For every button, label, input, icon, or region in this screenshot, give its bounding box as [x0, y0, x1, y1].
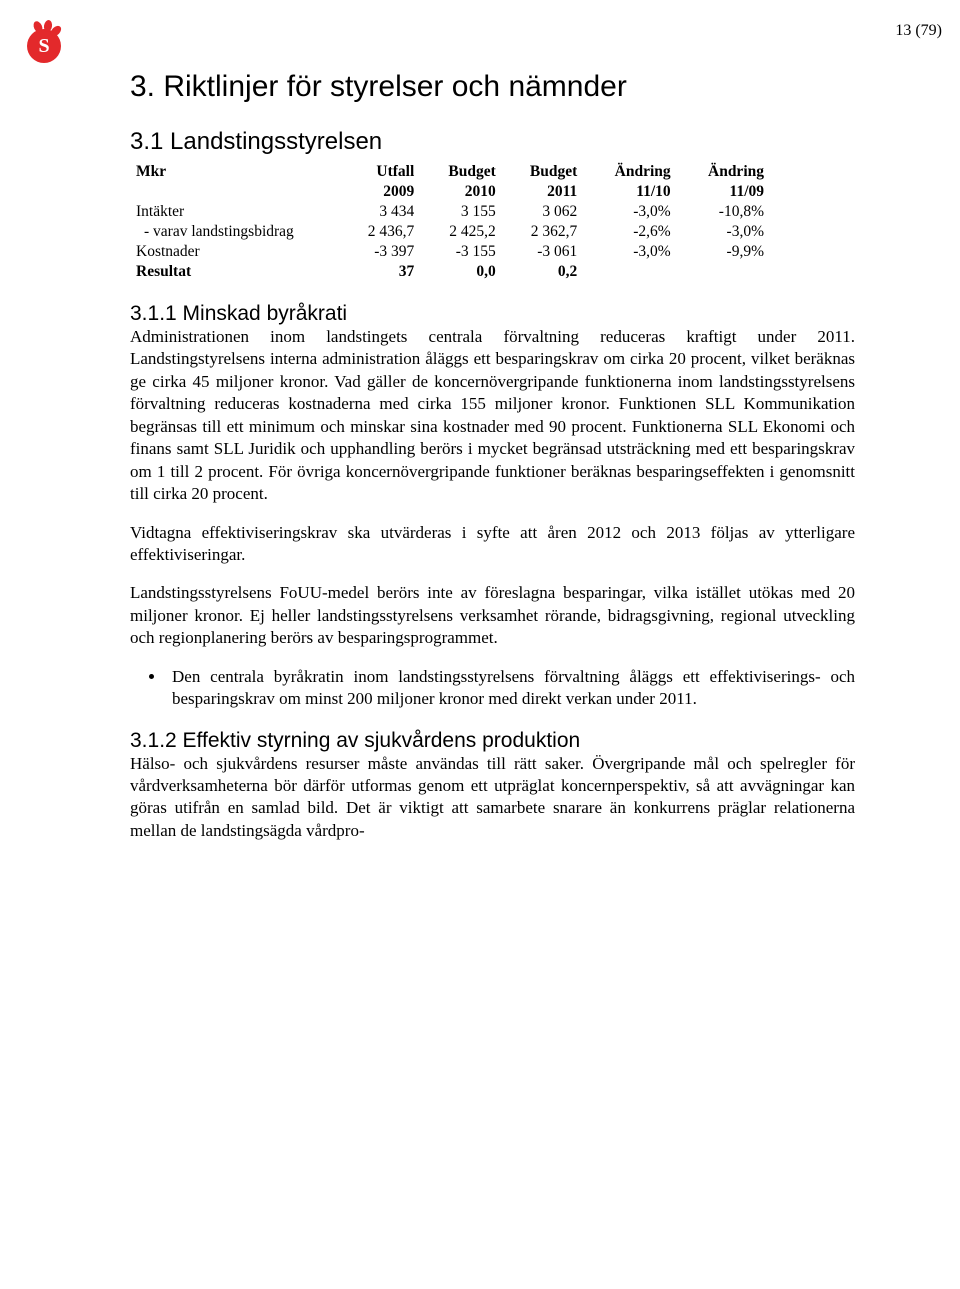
- th-2011: 2011: [502, 182, 584, 202]
- cell: -2,6%: [583, 222, 676, 242]
- cell: 0,0: [420, 262, 502, 282]
- heading-riktlinjer: 3. Riktlinjer för styrelser och nämnder: [130, 70, 855, 104]
- th-budget-a: Budget: [420, 162, 502, 182]
- para-1b: Vidtagna effektiviseringskrav ska utvärd…: [130, 522, 855, 567]
- cell: [677, 262, 770, 282]
- cell: -10,8%: [677, 202, 770, 222]
- row-kostnader: Kostnader -3 397 -3 155 -3 061 -3,0% -9,…: [130, 242, 770, 262]
- page-number: 13 (79): [895, 22, 942, 40]
- th-andring-a: Ändring: [583, 162, 676, 182]
- party-logo: S: [20, 18, 68, 66]
- cell: -3 155: [420, 242, 502, 262]
- th-2010: 2010: [420, 182, 502, 202]
- th-andring-b: Ändring: [677, 162, 770, 182]
- bullet-1: Den centrala byråkratin inom landstingss…: [166, 666, 855, 711]
- svg-text:S: S: [38, 35, 49, 57]
- cell: [583, 262, 676, 282]
- cell: - varav landstingsbidrag: [130, 222, 340, 242]
- row-intakter: Intäkter 3 434 3 155 3 062 -3,0% -10,8%: [130, 202, 770, 222]
- th-mkr: Mkr: [130, 162, 340, 182]
- cell: Kostnader: [130, 242, 340, 262]
- th-1110: 11/10: [583, 182, 676, 202]
- budget-table: Mkr Utfall Budget Budget Ändring Ändring…: [130, 162, 770, 282]
- cell: 2 425,2: [420, 222, 502, 242]
- row-landstingsbidrag: - varav landstingsbidrag 2 436,7 2 425,2…: [130, 222, 770, 242]
- cell: -3 061: [502, 242, 584, 262]
- cell: Resultat: [130, 262, 340, 282]
- cell: 0,2: [502, 262, 584, 282]
- th-1109: 11/09: [677, 182, 770, 202]
- cell: 37: [340, 262, 420, 282]
- th-empty: [130, 182, 340, 202]
- cell: Intäkter: [130, 202, 340, 222]
- th-2009: 2009: [340, 182, 420, 202]
- cell: -9,9%: [677, 242, 770, 262]
- cell: 2 436,7: [340, 222, 420, 242]
- para-2a: Hälso- och sjukvårdens resurser måste an…: [130, 753, 855, 843]
- th-budget-b: Budget: [502, 162, 584, 182]
- cell: -3,0%: [583, 242, 676, 262]
- cell: 3 062: [502, 202, 584, 222]
- cell: 3 155: [420, 202, 502, 222]
- para-1a: Administrationen inom landstingets centr…: [130, 326, 855, 506]
- cell: -3,0%: [583, 202, 676, 222]
- heading-minskad-byrakrati: 3.1.1 Minskad byråkrati: [130, 302, 855, 326]
- row-resultat: Resultat 37 0,0 0,2: [130, 262, 770, 282]
- heading-landstingsstyrelsen: 3.1 Landstingsstyrelsen: [130, 128, 855, 156]
- heading-effektiv-styrning: 3.1.2 Effektiv styrning av sjukvårdens p…: [130, 729, 855, 753]
- cell: 2 362,7: [502, 222, 584, 242]
- cell: -3 397: [340, 242, 420, 262]
- th-utfall: Utfall: [340, 162, 420, 182]
- cell: -3,0%: [677, 222, 770, 242]
- para-1c: Landstingsstyrelsens FoUU-medel berörs i…: [130, 582, 855, 649]
- bullet-list: Den centrala byråkratin inom landstingss…: [130, 666, 855, 711]
- cell: 3 434: [340, 202, 420, 222]
